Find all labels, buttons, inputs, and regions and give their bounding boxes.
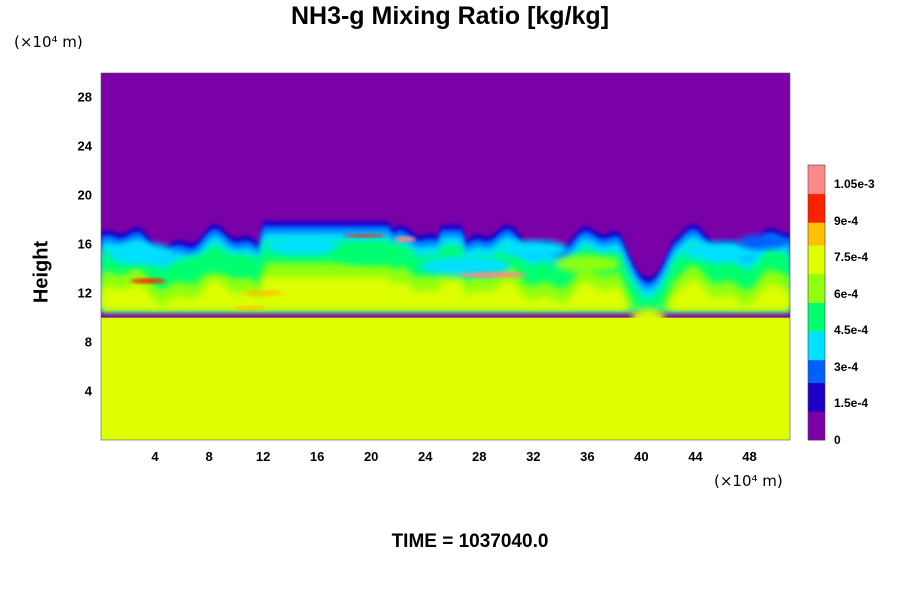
mixing-eddy bbox=[738, 234, 788, 250]
mixing-eddy bbox=[330, 243, 412, 266]
lower-layer-region bbox=[101, 317, 790, 440]
colorbar-segment bbox=[808, 285, 825, 292]
colorbar-tick-label: 1.5e-4 bbox=[834, 396, 869, 411]
colorbar-segment bbox=[808, 239, 825, 246]
chart-title: NH3-g Mixing Ratio [kg/kg] bbox=[290, 2, 610, 30]
colorbar-segment bbox=[808, 193, 825, 200]
colorbar-segment bbox=[808, 411, 825, 418]
colorbar-segment bbox=[808, 291, 825, 298]
x-tick-label: 32 bbox=[526, 449, 541, 464]
colorbar-segment bbox=[808, 417, 825, 424]
mixing-eddy bbox=[419, 256, 512, 277]
colorbar-frame bbox=[807, 164, 826, 441]
mixing-eddy bbox=[498, 240, 569, 258]
high-value-streak bbox=[342, 234, 387, 238]
colorbar-segment bbox=[808, 359, 825, 366]
colorbar-segment bbox=[808, 331, 825, 338]
y-tick-label: 16 bbox=[77, 236, 92, 252]
mixing-eddy bbox=[107, 243, 176, 266]
colorbar-segment bbox=[808, 176, 825, 183]
colorbar-segment bbox=[808, 170, 825, 177]
y-tick-label: 24 bbox=[77, 138, 92, 154]
colorbar-segment bbox=[808, 376, 825, 384]
x-unit-label: (×10⁴ m) bbox=[714, 472, 783, 490]
x-tick-label: 8 bbox=[205, 449, 213, 464]
colorbar bbox=[807, 164, 826, 441]
x-tick-label: 36 bbox=[580, 449, 595, 464]
colorbar-segment bbox=[808, 382, 825, 389]
high-value-streak bbox=[233, 306, 266, 310]
colorbar-segment bbox=[808, 308, 825, 315]
x-tick-label: 12 bbox=[255, 449, 271, 464]
colorbar-segment bbox=[808, 371, 825, 378]
colorbar-segment bbox=[808, 222, 825, 229]
colorbar-segment bbox=[808, 268, 825, 275]
x-tick-label: 20 bbox=[363, 449, 379, 464]
colorbar-tick-label: 7.5e-4 bbox=[834, 250, 869, 265]
colorbar-segment bbox=[808, 228, 825, 235]
x-tick-label: 40 bbox=[634, 449, 649, 464]
time-label: TIME = 1037040.0 bbox=[391, 531, 549, 552]
colorbar-segment bbox=[808, 273, 825, 280]
colorbar-segment bbox=[808, 348, 825, 355]
high-value-streak bbox=[458, 272, 527, 278]
colorbar-segment bbox=[808, 233, 825, 240]
colorbar-segment bbox=[808, 216, 825, 223]
colorbar-segment bbox=[808, 296, 825, 303]
colorbar-segment bbox=[808, 187, 825, 195]
mixing-eddy bbox=[179, 254, 266, 274]
colorbar-segment bbox=[808, 336, 825, 344]
heatmap-field bbox=[101, 73, 790, 440]
y-tick-label: 12 bbox=[77, 285, 92, 301]
high-value-streak bbox=[394, 236, 416, 243]
high-value-streak bbox=[130, 278, 166, 284]
mixing-eddy bbox=[681, 241, 763, 262]
colorbar-segment bbox=[808, 422, 825, 429]
x-tick-label: 28 bbox=[472, 449, 487, 464]
colorbar-segment bbox=[808, 262, 825, 269]
colorbar-segment bbox=[808, 182, 825, 189]
colorbar-segment bbox=[808, 256, 825, 263]
y-unit-label: (×10⁴ m) bbox=[14, 33, 83, 51]
high-value-streak bbox=[242, 290, 284, 296]
y-tick-label: 8 bbox=[84, 334, 92, 350]
colorbar-segment bbox=[808, 313, 825, 321]
colorbar-tick-label: 0 bbox=[834, 433, 841, 447]
colorbar-segment bbox=[808, 205, 825, 212]
y-tick-label: 28 bbox=[77, 89, 92, 105]
colorbar-tick-label: 9e-4 bbox=[834, 213, 859, 228]
colorbar-segment bbox=[808, 354, 825, 361]
mixing-eddy bbox=[554, 255, 620, 273]
colorbar-segment bbox=[808, 428, 825, 435]
colorbar-segment bbox=[808, 302, 825, 309]
colorbar-segment bbox=[808, 365, 825, 372]
colorbar-segment bbox=[808, 394, 825, 401]
x-tick-label: 48 bbox=[742, 449, 757, 464]
x-tick-label: 44 bbox=[688, 449, 703, 464]
colorbar-tick-label: 3e-4 bbox=[834, 359, 859, 374]
mixing-eddy bbox=[265, 238, 342, 256]
colorbar-segment bbox=[808, 279, 825, 286]
colorbar-segment bbox=[808, 199, 825, 206]
colorbar-segment bbox=[808, 342, 825, 349]
colorbar-segment bbox=[808, 399, 825, 407]
colorbar-segment bbox=[808, 319, 825, 326]
colorbar-segment bbox=[808, 250, 825, 258]
colorbar-segment bbox=[808, 388, 825, 395]
colorbar-segment bbox=[808, 210, 825, 217]
x-tick-label: 4 bbox=[151, 449, 159, 464]
colorbar-segment bbox=[808, 405, 825, 412]
colorbar-tick-label: 1.05e-3 bbox=[834, 177, 875, 192]
colorbar-tick-label: 4.5e-4 bbox=[834, 323, 869, 338]
y-tick-label: 4 bbox=[84, 383, 92, 399]
colorbar-segment bbox=[808, 245, 825, 252]
x-tick-label: 24 bbox=[418, 449, 433, 464]
colorbar-tick-label: 6e-4 bbox=[834, 286, 859, 301]
colorbar-segment bbox=[808, 165, 825, 172]
colorbar-segment bbox=[808, 325, 825, 332]
colorbar-segment bbox=[808, 434, 825, 441]
y-tick-label: 20 bbox=[77, 187, 92, 203]
x-tick-label: 16 bbox=[309, 449, 325, 464]
